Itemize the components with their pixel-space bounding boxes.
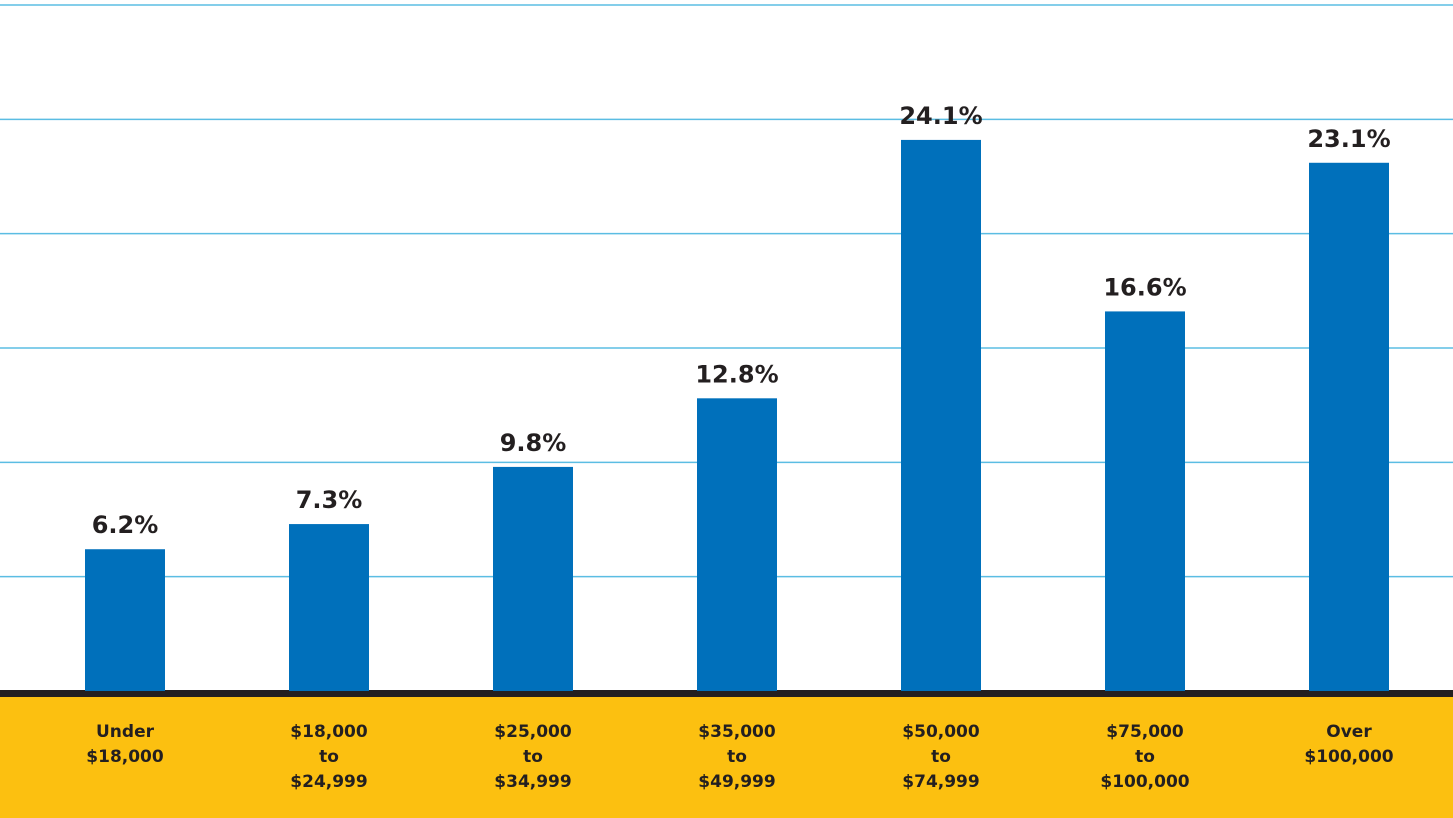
category-band: [0, 697, 1453, 818]
x-tick-label: $18,000 to $24,999: [290, 722, 368, 792]
value-label: 24.1%: [899, 102, 982, 130]
value-label: 12.8%: [695, 360, 778, 388]
value-label: 23.1%: [1307, 125, 1390, 153]
bar: [289, 524, 369, 691]
x-tick-label: $25,000 to $34,999: [494, 722, 572, 792]
x-tick-label: Over $100,000: [1304, 722, 1394, 767]
bar: [697, 398, 777, 691]
value-label: 7.3%: [296, 486, 363, 514]
bar: [1105, 311, 1185, 691]
bar: [493, 466, 573, 691]
bar: [85, 549, 165, 691]
bar: [901, 139, 981, 691]
value-label: 9.8%: [500, 429, 567, 457]
baseline: [0, 690, 1453, 697]
x-tick-label: $35,000 to $49,999: [698, 722, 776, 792]
value-label: 16.6%: [1103, 273, 1186, 301]
x-tick-label: $75,000 to $100,000: [1100, 722, 1190, 792]
value-label: 6.2%: [92, 511, 159, 539]
x-tick-label: $50,000 to $74,999: [902, 722, 980, 792]
x-tick-label: Under $18,000: [86, 722, 164, 767]
bar: [1309, 162, 1389, 691]
